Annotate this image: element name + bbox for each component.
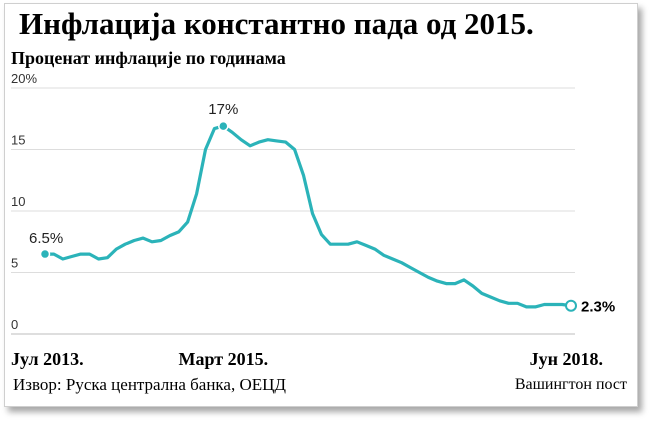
x-tick-label: Март 2015. [179, 349, 269, 369]
data-label: 2.3% [581, 299, 615, 316]
source-note: Извор: Руска централна банка, ОЕЦД [13, 375, 286, 394]
y-tick-label: 5 [11, 256, 18, 271]
end-point-marker [565, 299, 577, 312]
data-label: 17% [208, 101, 238, 118]
chart-card: Инфлација константно пада од 2015. Проце… [4, 3, 638, 407]
data-point-marker [218, 120, 229, 132]
data-label: 6.5% [29, 230, 63, 247]
y-tick-label: 20% [11, 71, 37, 86]
inflation-line-chart: 0 5 10 15 20% Јул 2013. Март 2015. Јун 2018. 6.5… [11, 71, 615, 369]
y-tick-label: 15 [11, 133, 25, 148]
y-tick-label: 10 [11, 194, 25, 209]
x-tick-label: Јул 2013. [11, 349, 84, 369]
chart-subtitle: Проценат инфлације по годинама [11, 48, 286, 68]
publisher-credit: Вашингтон пост [514, 376, 627, 393]
data-point-marker [39, 248, 51, 260]
x-tick-label: Јун 2018. [530, 349, 603, 369]
y-tick-label: 0 [11, 317, 18, 332]
chart-title: Инфлација константно пада од 2015. [19, 6, 534, 41]
inflation-series-line [43, 124, 573, 309]
